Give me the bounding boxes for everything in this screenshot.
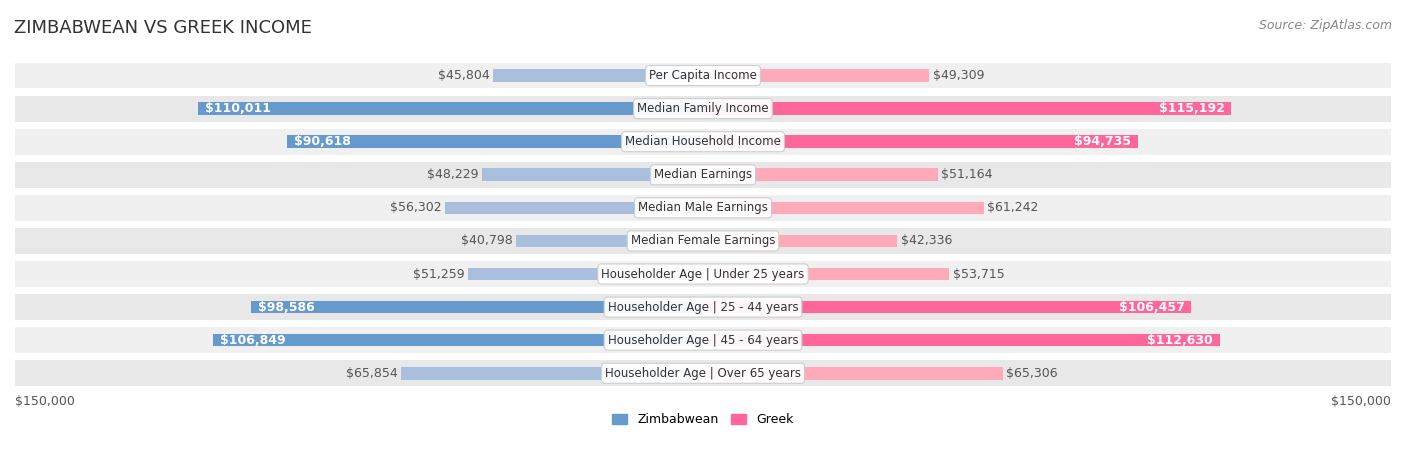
Text: $45,804: $45,804 (437, 69, 489, 82)
Text: $61,242: $61,242 (987, 201, 1039, 214)
Bar (15, 129, 1391, 155)
Bar (482, 169, 703, 181)
Text: $65,306: $65,306 (1005, 367, 1057, 380)
Bar (703, 202, 984, 214)
Bar (703, 135, 1137, 148)
Bar (703, 301, 1191, 313)
Text: Median Male Earnings: Median Male Earnings (638, 201, 768, 214)
Text: Householder Age | Over 65 years: Householder Age | Over 65 years (605, 367, 801, 380)
Text: $94,735: $94,735 (1074, 135, 1130, 148)
Text: $65,854: $65,854 (346, 367, 398, 380)
Bar (703, 334, 1219, 347)
Bar (703, 367, 1002, 380)
Bar (15, 63, 1391, 88)
Text: $106,457: $106,457 (1119, 301, 1184, 314)
Text: $110,011: $110,011 (205, 102, 271, 115)
Text: $90,618: $90,618 (294, 135, 352, 148)
Text: $48,229: $48,229 (427, 168, 478, 181)
Text: Median Family Income: Median Family Income (637, 102, 769, 115)
Bar (198, 102, 703, 115)
Bar (703, 234, 897, 247)
Bar (703, 102, 1232, 115)
Text: $51,164: $51,164 (941, 168, 993, 181)
Text: $53,715: $53,715 (953, 268, 1004, 281)
Text: Median Household Income: Median Household Income (626, 135, 780, 148)
Bar (15, 162, 1391, 188)
Text: Median Female Earnings: Median Female Earnings (631, 234, 775, 248)
Bar (444, 202, 703, 214)
Text: Householder Age | 25 - 44 years: Householder Age | 25 - 44 years (607, 301, 799, 314)
Bar (468, 268, 703, 280)
Text: $56,302: $56,302 (389, 201, 441, 214)
Bar (401, 367, 703, 380)
Bar (287, 135, 703, 148)
Bar (703, 69, 929, 82)
Text: $42,336: $42,336 (901, 234, 952, 248)
Text: $112,630: $112,630 (1147, 334, 1213, 347)
Bar (212, 334, 703, 347)
Text: Per Capita Income: Per Capita Income (650, 69, 756, 82)
Legend: Zimbabwean, Greek: Zimbabwean, Greek (607, 409, 799, 432)
Bar (15, 327, 1391, 353)
Bar (15, 195, 1391, 221)
Bar (250, 301, 703, 313)
Bar (516, 234, 703, 247)
Bar (494, 69, 703, 82)
Bar (15, 361, 1391, 386)
Text: Median Earnings: Median Earnings (654, 168, 752, 181)
Bar (703, 169, 938, 181)
Bar (15, 294, 1391, 320)
Text: Source: ZipAtlas.com: Source: ZipAtlas.com (1258, 19, 1392, 32)
Text: $106,849: $106,849 (219, 334, 285, 347)
Bar (15, 228, 1391, 254)
Text: $98,586: $98,586 (257, 301, 315, 314)
Text: Householder Age | Under 25 years: Householder Age | Under 25 years (602, 268, 804, 281)
Text: $40,798: $40,798 (461, 234, 512, 248)
Text: $150,000: $150,000 (15, 395, 75, 408)
Bar (703, 268, 949, 280)
Text: $115,192: $115,192 (1159, 102, 1225, 115)
Bar (15, 96, 1391, 121)
Text: Householder Age | 45 - 64 years: Householder Age | 45 - 64 years (607, 334, 799, 347)
Text: $150,000: $150,000 (1331, 395, 1391, 408)
Text: $49,309: $49,309 (932, 69, 984, 82)
Bar (15, 261, 1391, 287)
Text: ZIMBABWEAN VS GREEK INCOME: ZIMBABWEAN VS GREEK INCOME (14, 19, 312, 37)
Text: $51,259: $51,259 (413, 268, 464, 281)
